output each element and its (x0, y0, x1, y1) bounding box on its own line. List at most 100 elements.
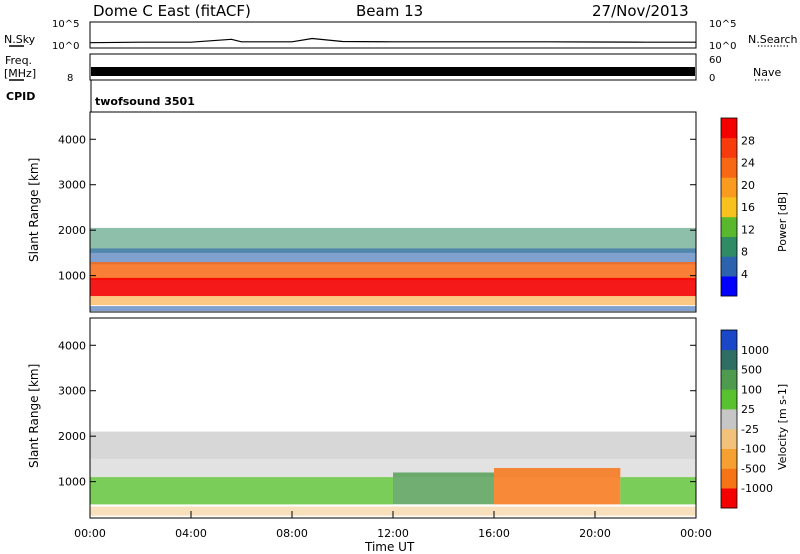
power-colorbar-tick: 20 (741, 179, 755, 192)
velocity-echo-band (494, 468, 621, 505)
velocity-colorbar-tick: -25 (741, 423, 759, 436)
velocity-colorbar-frame (720, 329, 738, 509)
freq-band (91, 67, 695, 76)
power-colorbar-cell (721, 236, 737, 257)
velocity-colorbar-cell (721, 369, 737, 390)
power-colorbar-frame (720, 117, 738, 297)
velocity-echo-band (393, 472, 494, 505)
velocity-colorbar-label: Velocity [m s-1] (776, 384, 789, 470)
power-colorbar-tick: 28 (741, 134, 755, 147)
time-tick-label: 16:00 (478, 527, 510, 540)
station-title: Dome C East (fitACF) (93, 2, 251, 20)
velocity-xticks: 00:00 04:00 08:00 12:00 16:00 20:00 00:00 (74, 511, 712, 540)
time-tick-label: 04:00 (175, 527, 207, 540)
power-colorbar-cell (721, 216, 737, 237)
freq-unit-label: [MHz] (4, 67, 36, 80)
velocity-colorbar-tick: -1000 (741, 482, 773, 495)
freq-ytick-right-bottom: 0 (709, 73, 715, 84)
velocity-ytick-label: 2000 (58, 430, 86, 443)
power-ytick-label: 4000 (58, 133, 86, 146)
beam-title: Beam 13 (356, 2, 423, 20)
power-colorbar-cell (721, 276, 737, 297)
velocity-colorbar-tick: 500 (741, 364, 762, 377)
time-tick-label: 12:00 (377, 527, 409, 540)
velocity-colorbar-cells (721, 330, 737, 509)
cpid-label: CPID (6, 90, 35, 103)
power-echo-band (90, 248, 696, 265)
power-ytick-label: 1000 (58, 270, 86, 283)
power-colorbar-tick: 4 (741, 268, 748, 281)
power-ylabel: Slant Range [km] (27, 158, 41, 262)
power-colorbar-cell (721, 256, 737, 277)
velocity-colorbar-tick: 1000 (741, 344, 769, 357)
nsky-ytick-right-bottom: 10^0 (709, 41, 736, 52)
velocity-echo-band (90, 477, 393, 505)
velocity-echo-band (90, 431, 696, 459)
nsky-panel: 10^5 10^0 10^5 10^0 (52, 19, 736, 52)
power-panel-frame (89, 111, 697, 313)
velocity-colorbar-tick: -100 (741, 443, 766, 456)
power-colorbar-tick: 16 (741, 201, 755, 214)
power-ytick-label: 2000 (58, 224, 86, 237)
power-colorbar-tick: 8 (741, 246, 748, 259)
time-tick-label: 08:00 (276, 527, 308, 540)
power-ytick-label: 3000 (58, 179, 86, 192)
freq-ytick-right-top: 60 (709, 55, 722, 66)
velocity-colorbar-tick: -500 (741, 462, 766, 475)
velocity-ytick-label: 4000 (58, 339, 86, 352)
cpid-text: twofsound 3501 (95, 95, 195, 108)
velocity-ytick-label: 3000 (58, 385, 86, 398)
velocity-colorbar-cell (721, 389, 737, 410)
nsky-label: N.Sky (4, 33, 36, 46)
power-echo-band (90, 262, 696, 281)
velocity-panel: 1000 2000 3000 4000 00:00 04:00 08:00 12:00 16:… (27, 317, 712, 554)
power-colorbar-cell (721, 157, 737, 178)
velocity-colorbar-cell (721, 488, 737, 509)
velocity-yticks: 1000 2000 3000 4000 (58, 339, 696, 489)
velocity-echo-band (620, 477, 697, 505)
nsky-panel-frame (89, 21, 697, 49)
velocity-colorbar-cell (721, 428, 737, 449)
date-title: 27/Nov/2013 (592, 2, 689, 20)
freq-label: Freq. (5, 54, 32, 67)
power-yticks: 1000 2000 3000 4000 (58, 133, 696, 283)
power-colorbar-cell (721, 177, 737, 198)
power-echo-band (90, 306, 696, 312)
power-colorbar-cells (721, 118, 737, 297)
velocity-colorbar-tick: 25 (741, 403, 755, 416)
nsky-ytick-left-top: 10^5 (52, 19, 79, 30)
freq-ytick-left: 8 (67, 73, 73, 84)
velocity-colorbar-cell (721, 448, 737, 469)
power-colorbar-tick: 12 (741, 223, 755, 236)
velocity-colorbar-cell (721, 468, 737, 489)
nsky-ytick-left-bottom: 10^0 (52, 41, 79, 52)
velocity-ylabel: Slant Range [km] (27, 364, 41, 468)
power-echo-band (90, 277, 696, 297)
velocity-blocks (90, 431, 697, 516)
freq-panel: 8 60 0 (67, 53, 722, 84)
power-blocks (90, 227, 696, 312)
velocity-colorbar-cell (721, 409, 737, 430)
velocity-colorbar: -1000 -500 -100 -25 25 100 500 1000 Velocity [m… (720, 329, 789, 509)
velocity-colorbar-cell (721, 349, 737, 370)
power-colorbar-ticks: 4 8 12 16 20 24 28 (741, 134, 755, 280)
power-echo-band (90, 296, 696, 306)
velocity-colorbar-cell (721, 330, 737, 351)
nsky-ytick-right-top: 10^5 (709, 19, 736, 30)
power-colorbar-cell (721, 197, 737, 218)
power-colorbar-cell (721, 137, 737, 158)
time-tick-label: 20:00 (579, 527, 611, 540)
time-axis-label: Time UT (364, 540, 415, 554)
power-panel: 1000 2000 3000 4000 Slant Range [km] (27, 111, 697, 313)
time-tick-label: 00:00 (680, 527, 712, 540)
freq-panel-frame (89, 53, 697, 81)
nave-label: Nave (753, 66, 781, 79)
velocity-ytick-label: 1000 (58, 476, 86, 489)
power-colorbar-cell (721, 118, 737, 139)
velocity-colorbar-tick: 100 (741, 383, 762, 396)
time-tick-label: 00:00 (74, 527, 106, 540)
power-colorbar-label: Power [dB] (776, 192, 789, 252)
power-colorbar-tick: 24 (741, 157, 755, 170)
nsearch-label: N.Search (748, 33, 798, 46)
